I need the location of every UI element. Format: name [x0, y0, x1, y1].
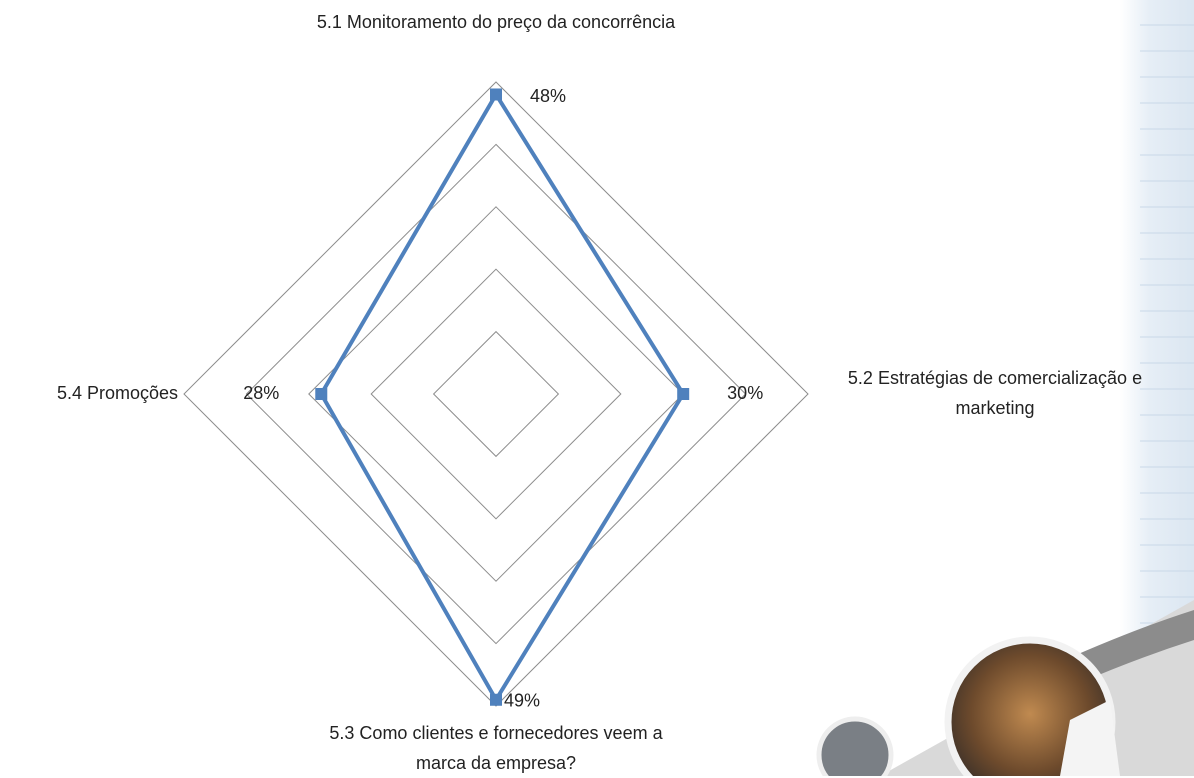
category-label: 5.1 Monitoramento do preço da concorrênc…	[316, 12, 676, 32]
background-decoration	[816, 0, 1194, 776]
grid-ring	[308, 206, 684, 582]
grid-ring	[245, 143, 747, 645]
value-label: 49%	[504, 691, 540, 711]
category-label: 5.2 Estratégias de comercialização e mar…	[847, 368, 1143, 418]
value-label: 28%	[243, 383, 279, 403]
grid-ring	[432, 330, 560, 458]
category-label: 5.4 Promoções	[56, 383, 178, 403]
value-label: 30%	[727, 383, 763, 403]
data-marker	[315, 388, 328, 400]
grid-ring	[370, 268, 622, 520]
data-marker	[490, 88, 502, 101]
data-line	[319, 92, 686, 702]
value-label: 48%	[530, 86, 566, 106]
grid-ring	[183, 81, 809, 707]
data-marker	[677, 388, 690, 400]
data-marker	[490, 693, 502, 706]
category-label: 5.3 Como clientes e fornecedores veem a …	[329, 723, 663, 773]
